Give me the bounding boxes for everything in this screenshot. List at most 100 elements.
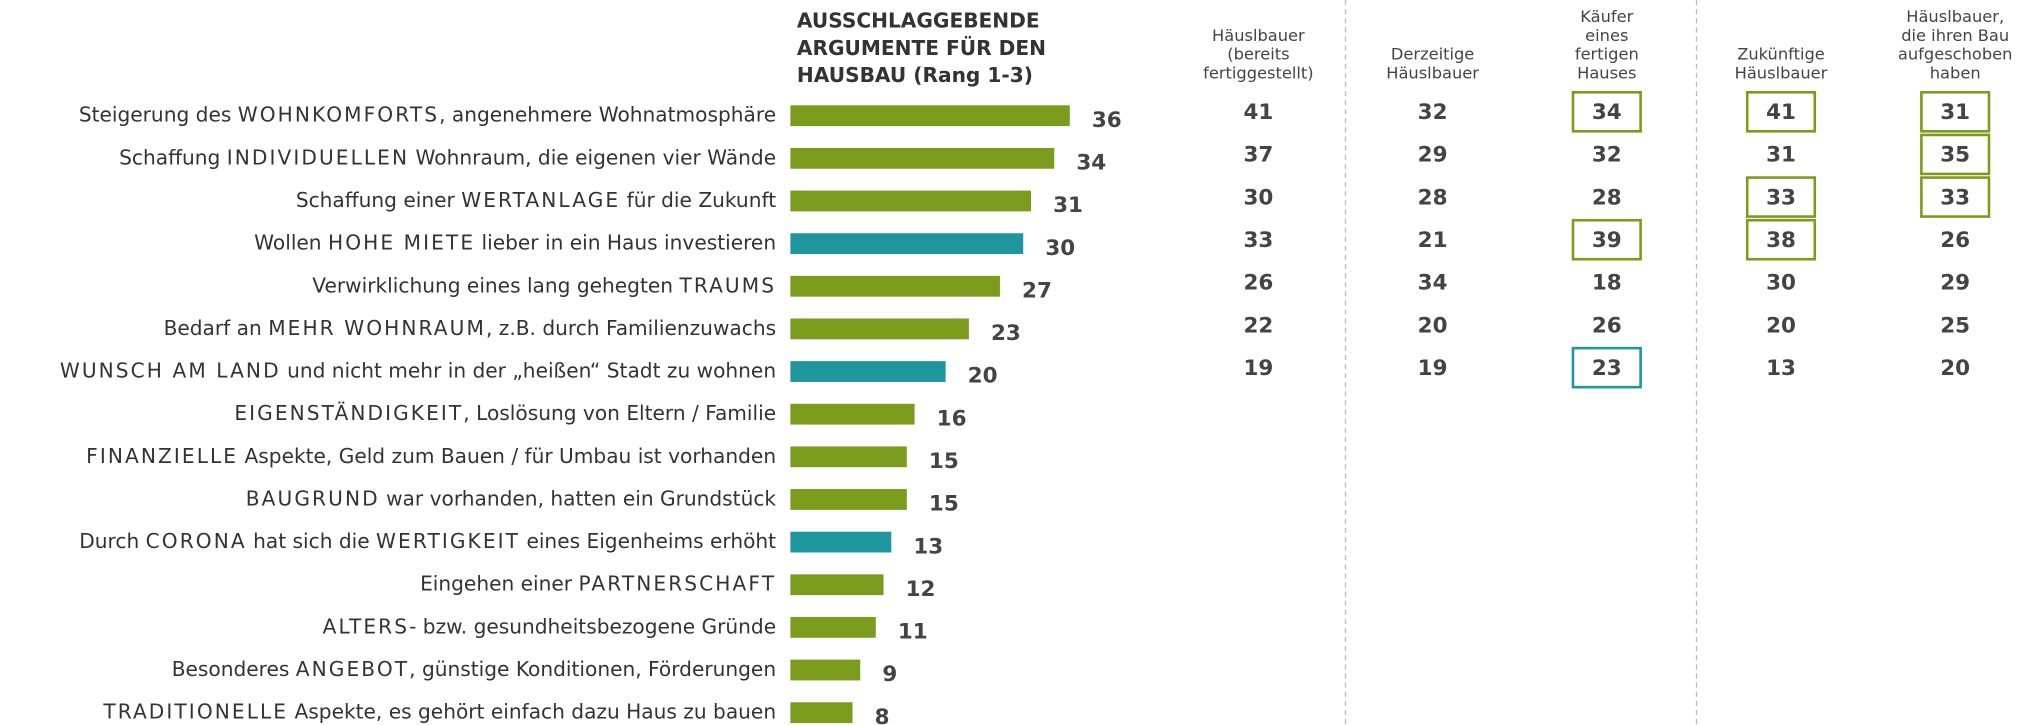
table-value: 33 — [1940, 185, 1970, 210]
table-value: 21 — [1418, 228, 1448, 253]
table-value: 34 — [1592, 100, 1622, 125]
table-value: 31 — [1940, 100, 1970, 125]
table-value: 33 — [1766, 185, 1796, 210]
highlight-box — [1920, 133, 1991, 176]
column-header: fertiggestellt) — [1203, 64, 1314, 83]
value-label: 11 — [898, 620, 928, 645]
category-label: Bedarf an MEHR WOHNRAUM, z.B. durch Fami… — [164, 315, 777, 339]
table-value: 20 — [1418, 313, 1448, 338]
table-value: 39 — [1592, 228, 1622, 253]
column-header: Hauses — [1577, 64, 1636, 83]
chart-body: AUSSCHLAGGEBENDE ARGUMENTE FÜR DEN HAUSBAU… — [60, 0, 2013, 725]
value-label: 8 — [875, 705, 890, 725]
table-value: 31 — [1766, 143, 1796, 168]
table-value: 30 — [1243, 185, 1273, 210]
table-value: 34 — [1418, 271, 1448, 296]
table-value: 13 — [1766, 356, 1796, 381]
bar — [790, 403, 915, 425]
highlight-box — [1571, 90, 1642, 133]
value-label: 13 — [913, 534, 943, 559]
category-label: Durch CORONA hat sich die WERTIGKEIT ein… — [79, 529, 776, 553]
bar — [790, 105, 1070, 127]
bar — [790, 489, 907, 510]
category-label: Eingehen einer PARTNERSCHAFT — [420, 571, 776, 595]
bar — [790, 446, 907, 468]
table-value: 19 — [1243, 356, 1273, 381]
column-header: Häuslbauer, — [1906, 7, 2004, 26]
value-label: 30 — [1045, 236, 1075, 261]
table-value: 28 — [1592, 185, 1622, 210]
column-header: Käufer — [1580, 7, 1633, 26]
bar — [790, 702, 853, 724]
table-value: 19 — [1418, 356, 1448, 381]
table-value: 29 — [1418, 143, 1448, 168]
table-value: 33 — [1243, 228, 1273, 253]
chart-title: HAUSBAU (Rang 1-3) — [797, 63, 1033, 87]
table-value: 18 — [1592, 271, 1622, 296]
table-value: 22 — [1243, 313, 1273, 338]
highlight-box — [1745, 218, 1817, 261]
category-label: TRADITIONELLE Aspekte, es gehört einfach… — [102, 699, 776, 723]
value-label: 20 — [968, 364, 998, 389]
value-label: 9 — [882, 662, 897, 687]
table-value: 29 — [1940, 271, 1970, 296]
column-header: (bereits — [1227, 45, 1289, 64]
column-header: eines — [1585, 26, 1628, 45]
bar — [790, 318, 969, 340]
column-header: Häuslbauer — [1212, 26, 1305, 45]
category-label: ALTERS- bzw. gesundheitsbezogene Gründe — [323, 614, 777, 638]
value-label: 27 — [1022, 278, 1052, 303]
bar — [790, 574, 884, 596]
value-label: 34 — [1076, 151, 1106, 176]
category-label: Schaffung INDIVIDUELLEN Wohnraum, die ei… — [119, 145, 776, 169]
table-value: 26 — [1243, 271, 1273, 296]
value-label: 23 — [991, 321, 1021, 346]
highlight-box — [1571, 346, 1642, 389]
table-value: 32 — [1592, 143, 1622, 168]
table-value: 38 — [1766, 228, 1796, 253]
value-label: 36 — [1092, 108, 1122, 133]
value-label: 31 — [1053, 193, 1083, 218]
category-label: WUNSCH AM LAND und nicht mehr in der „he… — [60, 358, 776, 382]
category-label: Schaffung einer WERTANLAGE für die Zukun… — [296, 187, 776, 211]
table-value: 28 — [1418, 185, 1448, 210]
table-value: 37 — [1243, 143, 1273, 168]
column-header: Häuslbauer — [1386, 64, 1479, 83]
highlight-box — [1745, 176, 1817, 218]
category-label: Steigerung des WOHNKOMFORTS, angenehmere… — [79, 102, 776, 126]
column-header: Häuslbauer — [1735, 64, 1828, 83]
column-header: die ihren Bau — [1901, 26, 2009, 45]
column-header: Derzeitige — [1391, 45, 1474, 64]
value-label: 12 — [906, 577, 936, 602]
bar — [790, 659, 861, 681]
table-value: 25 — [1940, 313, 1970, 338]
table-value: 35 — [1940, 143, 1970, 168]
table-value: 26 — [1940, 228, 1970, 253]
bar — [790, 190, 1031, 212]
column-header: aufgeschoben — [1898, 45, 2013, 64]
bar — [790, 233, 1024, 255]
value-label: 15 — [929, 449, 959, 474]
table-value: 32 — [1418, 100, 1448, 125]
column-header: haben — [1930, 64, 1981, 83]
category-label: Verwirklichung eines lang gehegten TRAUM… — [312, 273, 776, 297]
category-label: Wollen HOHE MIETE lieber in ein Haus inv… — [254, 230, 776, 254]
category-label: FINANZIELLE Aspekte, Geld zum Bauen / fü… — [86, 443, 776, 467]
chart-title: AUSSCHLAGGEBENDE — [797, 9, 1040, 33]
bar — [790, 361, 946, 382]
table-value: 41 — [1766, 100, 1796, 125]
table-value: 30 — [1766, 271, 1796, 296]
column-header: fertigen — [1575, 45, 1639, 64]
chart-title: ARGUMENTE FÜR DEN — [797, 36, 1046, 60]
table-value: 20 — [1766, 313, 1796, 338]
highlight-box — [1920, 90, 1991, 133]
bar — [790, 147, 1055, 169]
column-header: Zukünftige — [1737, 45, 1825, 64]
highlight-box — [1920, 176, 1991, 218]
bar — [790, 616, 876, 638]
table-value: 20 — [1940, 356, 1970, 381]
table-value: 26 — [1592, 313, 1622, 338]
table-value: 41 — [1243, 100, 1273, 125]
value-label: 16 — [937, 406, 967, 431]
